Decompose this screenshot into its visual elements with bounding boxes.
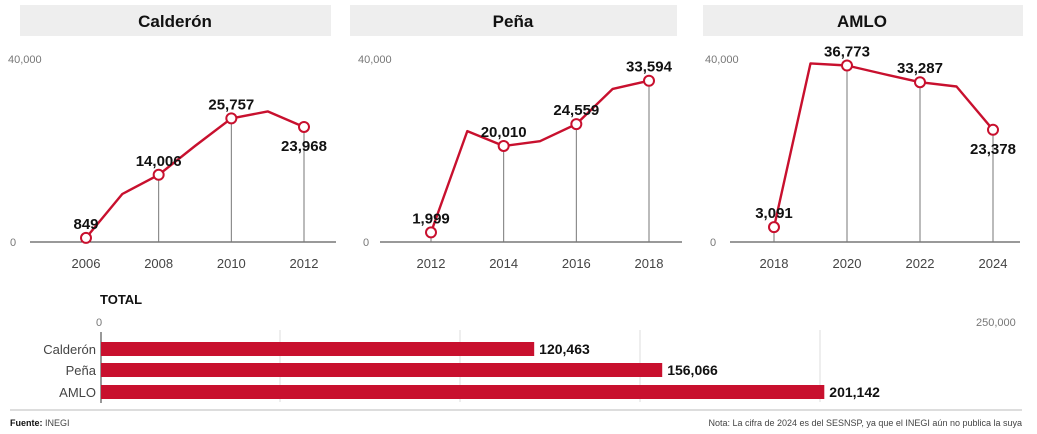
data-label: 25,757 [208, 96, 254, 113]
x-tick-label: 2016 [562, 256, 591, 271]
data-label: 36,773 [824, 43, 870, 60]
bar-value-label: 120,463 [539, 341, 590, 357]
x-tick-label: 2012 [290, 256, 319, 271]
title-band [703, 5, 1023, 36]
y-tick-label-top: 40,000 [8, 54, 42, 66]
y-tick-label-zero: 0 [710, 237, 716, 249]
y-tick-label-top: 40,000 [358, 54, 392, 66]
panel-pena: Peña 40,000 0 1,999 20,010 24,559 33,594 20… [350, 5, 682, 271]
category-label: Peña [66, 363, 97, 378]
drop-lines [85, 118, 305, 242]
y-tick-label-top: 40,000 [705, 54, 739, 66]
data-markers [768, 59, 999, 234]
category-label: Calderón [43, 342, 96, 357]
drop-lines [430, 80, 650, 242]
data-label: 1,999 [412, 210, 450, 227]
bars: 120,463 Calderón 156,066 Peña 201,142 AMLO [43, 341, 880, 400]
data-point-marker [987, 123, 999, 136]
drop-lines [773, 65, 994, 242]
x-tick-label-zero: 0 [96, 317, 102, 329]
bar [101, 342, 535, 356]
title-band [20, 5, 331, 36]
data-label: 33,287 [897, 60, 943, 77]
total-title: TOTAL [100, 292, 142, 307]
footnote: Nota: La cifra de 2024 es del SESNSP, ya… [708, 418, 1022, 428]
x-tick-label: 2010 [217, 256, 246, 271]
data-point-marker [914, 76, 926, 89]
x-tick-label: 2006 [72, 256, 101, 271]
x-tick-label: 2022 [906, 256, 935, 271]
data-markers [80, 112, 310, 244]
title-band [350, 5, 677, 36]
data-label: 20,010 [481, 124, 527, 141]
data-point-marker [80, 231, 92, 244]
x-tick-label-max: 250,000 [976, 317, 1016, 329]
bar-value-label: 156,066 [667, 362, 718, 378]
y-tick-label-zero: 0 [363, 237, 369, 249]
x-tick-label: 2018 [635, 256, 664, 271]
bar [101, 363, 663, 377]
panel-amlo: AMLO 40,000 0 3,091 36,773 33,287 23,378 20… [703, 5, 1023, 271]
data-label: 33,594 [626, 59, 673, 76]
x-tick-labels: 2018 2020 2022 2024 [760, 256, 1008, 271]
data-point-marker [225, 112, 238, 125]
data-label: 14,006 [136, 153, 182, 170]
source-label: Fuente: [10, 418, 43, 428]
data-label: 849 [73, 216, 98, 233]
panel-title: Peña [493, 12, 534, 31]
data-markers [425, 74, 655, 239]
data-point-marker [841, 59, 853, 72]
x-tick-label: 2020 [833, 256, 862, 271]
data-label: 24,559 [553, 102, 599, 119]
data-point-marker [497, 139, 510, 152]
data-labels: 1,999 20,010 24,559 33,594 [412, 59, 672, 228]
data-point-marker [570, 118, 583, 131]
series-line [772, 62, 994, 228]
x-tick-label: 2008 [144, 256, 173, 271]
series-line [429, 79, 650, 233]
data-point-marker [152, 168, 165, 181]
panel-title: Calderón [138, 12, 212, 31]
x-tick-label: 2014 [489, 256, 518, 271]
data-label: 3,091 [755, 205, 793, 222]
x-tick-labels: 2006 2008 2010 2012 [72, 256, 319, 271]
bar-value-label: 201,142 [829, 384, 880, 400]
data-point-marker [643, 74, 655, 87]
source-text: Fuente: INEGI [10, 418, 70, 428]
data-label: 23,968 [281, 138, 327, 155]
data-point-marker [298, 120, 310, 133]
data-point-marker [425, 226, 437, 239]
source-value: INEGI [43, 418, 70, 428]
data-labels: 3,091 36,773 33,287 23,378 [755, 43, 1016, 222]
x-tick-label: 2012 [417, 256, 446, 271]
x-tick-label: 2024 [979, 256, 1008, 271]
series-line [85, 110, 305, 239]
panel-title: AMLO [837, 12, 887, 31]
x-tick-label: 2018 [760, 256, 789, 271]
data-point-marker [768, 221, 780, 234]
data-label: 23,378 [970, 141, 1016, 158]
category-label: AMLO [59, 385, 96, 400]
data-labels: 849 14,006 25,757 23,968 [73, 96, 326, 233]
total-bar-chart: TOTAL 0 250,000 120,463 Calderón 156,066 Pe… [43, 292, 1016, 403]
panel-calderon: Calderón 40,000 0 84914,00625,75723,968 … [8, 5, 336, 271]
y-tick-label-zero: 0 [10, 237, 16, 249]
bar [101, 385, 825, 399]
x-tick-labels: 2012 2014 2016 2018 [417, 256, 664, 271]
